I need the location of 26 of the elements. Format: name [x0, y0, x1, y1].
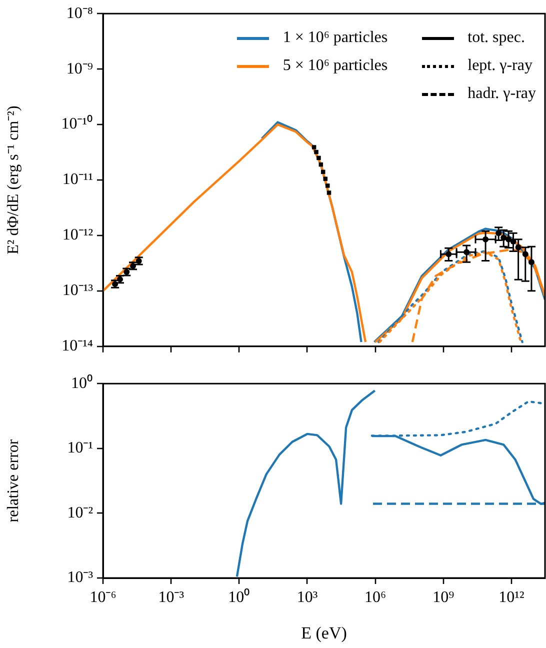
- legend-label: lept. γ-ray: [468, 57, 532, 75]
- y-tick-label: 10⁰: [71, 374, 93, 392]
- x-tick-label: 10⁹: [432, 588, 455, 606]
- y-tick-label: 10⁻¹: [67, 440, 94, 457]
- y-tick-label: 10⁻¹⁰: [61, 114, 93, 133]
- y-axis-title: E² dΦ/dE (erg s⁻¹ cm⁻²): [4, 106, 22, 254]
- x-tick-label: 10⁰: [228, 588, 250, 606]
- y-tick-label: 10⁻¹¹: [62, 171, 94, 188]
- y-tick-label: 10⁻²: [67, 504, 94, 522]
- y-tick-label: 10⁻¹²: [62, 226, 94, 244]
- x-tick-label: 10⁻⁶: [90, 588, 116, 606]
- y-tick-label: 10⁻³: [67, 569, 94, 586]
- y-tick-label: 10⁻⁹: [66, 60, 94, 78]
- y-tick-label: 10⁻¹⁴: [62, 338, 94, 355]
- x-tick-label: 10⁻³: [158, 588, 184, 606]
- y-tick-label: 10⁻⁸: [66, 4, 93, 22]
- legend-label: 5 × 10⁶ particles: [282, 57, 388, 75]
- y-axis-title: relative error: [4, 438, 22, 522]
- x-tick-label: 10³: [296, 588, 318, 606]
- legend-label: hadr. γ-ray: [468, 85, 536, 103]
- legend-label: tot. spec.: [468, 29, 525, 47]
- x-axis-title: E (eV): [301, 623, 347, 642]
- x-tick-label: 10¹²: [498, 588, 524, 606]
- x-tick-label: 10⁶: [364, 588, 386, 606]
- legend-label: 1 × 10⁶ particles: [282, 29, 388, 47]
- y-tick-label: 10⁻¹³: [62, 282, 94, 300]
